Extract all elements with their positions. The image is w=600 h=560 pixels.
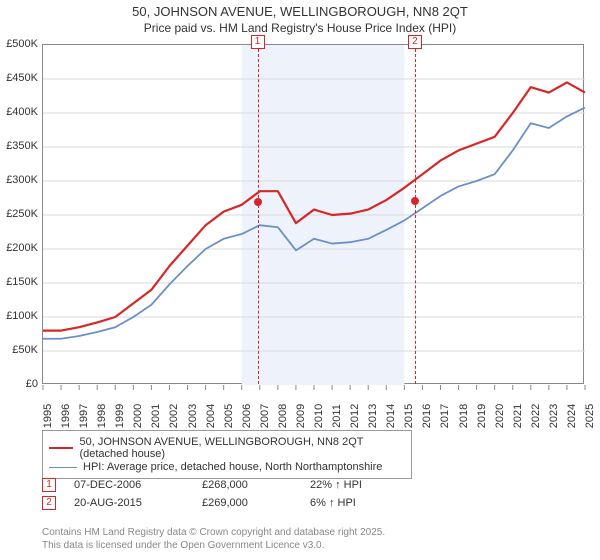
- sales-row: 2 20-AUG-2015 £269,000 6% ↑ HPI: [42, 496, 400, 510]
- x-tick-label: 1998: [96, 404, 108, 428]
- price-chart: [42, 44, 584, 384]
- x-tick-label: 2009: [295, 404, 307, 428]
- sales-row-date: 20-AUG-2015: [74, 497, 184, 509]
- sale-marker-badge: 2: [408, 35, 422, 49]
- y-tick-label: £450K: [0, 72, 38, 84]
- footer-line1: Contains HM Land Registry data © Crown c…: [42, 526, 385, 539]
- x-tick-label: 2013: [367, 404, 379, 428]
- y-tick-label: £150K: [0, 276, 38, 288]
- x-tick-label: 2008: [277, 404, 289, 428]
- x-tick-label: 2019: [476, 404, 488, 428]
- x-tick-label: 2003: [187, 404, 199, 428]
- y-tick-label: £0: [0, 378, 38, 390]
- x-tick-label: 2004: [205, 404, 217, 428]
- x-tick-label: 2002: [168, 404, 180, 428]
- figure-root: 50, JOHNSON AVENUE, WELLINGBOROUGH, NN8 …: [0, 0, 600, 560]
- y-tick-label: £50K: [0, 344, 38, 356]
- x-tick-label: 2015: [403, 404, 415, 428]
- x-tick-label: 2025: [584, 404, 596, 428]
- sales-table: 1 07-DEC-2006 £268,000 22% ↑ HPI 2 20-AUG-201…: [42, 474, 400, 514]
- sale-marker-dot: [411, 197, 419, 205]
- x-tick-label: 2011: [331, 404, 343, 428]
- title-line1: 50, JOHNSON AVENUE, WELLINGBOROUGH, NN8 …: [0, 4, 600, 19]
- sales-row-date: 07-DEC-2006: [74, 479, 184, 491]
- sales-row-vs-hpi: 22% ↑ HPI: [310, 479, 400, 491]
- footer-attribution: Contains HM Land Registry data © Crown c…: [42, 526, 385, 552]
- legend-label-subject: 50, JOHNSON AVENUE, WELLINGBOROUGH, NN8 …: [79, 436, 405, 460]
- sales-row-vs-hpi: 6% ↑ HPI: [310, 497, 400, 509]
- x-tick-label: 2021: [512, 404, 524, 428]
- y-tick-label: £100K: [0, 310, 38, 322]
- y-tick-label: £350K: [0, 140, 38, 152]
- y-tick-label: £200K: [0, 242, 38, 254]
- x-tick-label: 2022: [530, 404, 542, 428]
- sales-row-price: £268,000: [202, 479, 292, 491]
- x-tick-label: 2012: [349, 404, 361, 428]
- sale-marker-line: [415, 44, 416, 384]
- sale-marker-badge: 1: [251, 35, 265, 49]
- sale-marker-line: [258, 44, 259, 384]
- x-tick-label: 2001: [150, 404, 162, 428]
- chart-svg: [43, 45, 585, 385]
- x-tick-label: 2014: [385, 404, 397, 428]
- title-line2: Price paid vs. HM Land Registry's House …: [0, 21, 600, 35]
- x-tick-label: 1996: [60, 404, 72, 428]
- sales-row-price: £269,000: [202, 497, 292, 509]
- legend-row-hpi: HPI: Average price, detached house, Nort…: [49, 461, 405, 473]
- y-tick-label: £250K: [0, 208, 38, 220]
- x-tick-label: 2006: [241, 404, 253, 428]
- x-tick-label: 2016: [421, 404, 433, 428]
- legend-swatch-hpi: [49, 467, 77, 468]
- legend-row-subject: 50, JOHNSON AVENUE, WELLINGBOROUGH, NN8 …: [49, 436, 405, 460]
- sales-row-badge: 2: [42, 496, 56, 510]
- title-block: 50, JOHNSON AVENUE, WELLINGBOROUGH, NN8 …: [0, 0, 600, 35]
- x-tick-label: 2010: [313, 404, 325, 428]
- x-tick-label: 1997: [78, 404, 90, 428]
- x-tick-label: 2024: [566, 404, 578, 428]
- y-tick-label: £300K: [0, 174, 38, 186]
- x-tick-label: 2017: [439, 404, 451, 428]
- sales-row: 1 07-DEC-2006 £268,000 22% ↑ HPI: [42, 478, 400, 492]
- x-tick-label: 2005: [223, 404, 235, 428]
- sales-row-badge: 1: [42, 478, 56, 492]
- legend-swatch-subject: [49, 447, 73, 449]
- x-tick-label: 1995: [42, 404, 54, 428]
- sale-marker-dot: [254, 198, 262, 206]
- footer-line2: This data is licensed under the Open Gov…: [42, 539, 385, 552]
- x-tick-label: 2007: [259, 404, 271, 428]
- x-tick-label: 2000: [132, 404, 144, 428]
- x-tick-label: 2023: [548, 404, 560, 428]
- legend-label-hpi: HPI: Average price, detached house, Nort…: [83, 461, 382, 473]
- x-tick-label: 2018: [458, 404, 470, 428]
- y-tick-label: £500K: [0, 38, 38, 50]
- y-tick-label: £400K: [0, 106, 38, 118]
- legend: 50, JOHNSON AVENUE, WELLINGBOROUGH, NN8 …: [42, 430, 412, 479]
- x-tick-label: 1999: [114, 404, 126, 428]
- x-tick-label: 2020: [494, 404, 506, 428]
